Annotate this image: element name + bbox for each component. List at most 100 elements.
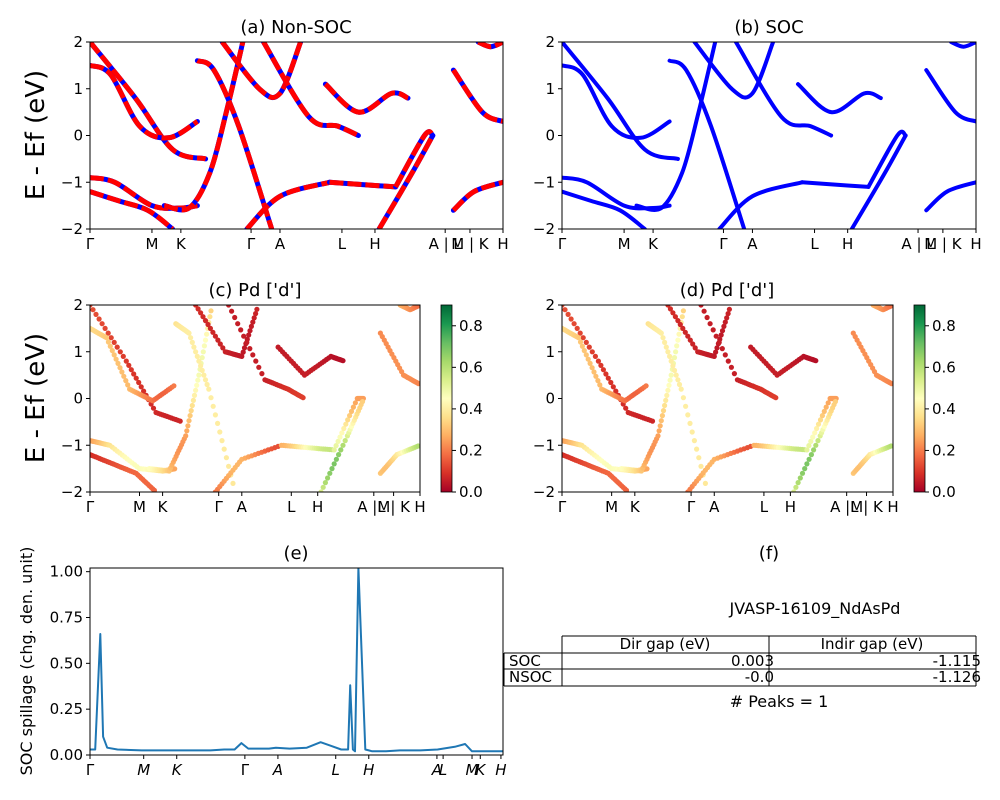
y-tick-label: 2 [545, 296, 555, 314]
table-footer: # Peaks = 1 [730, 692, 829, 711]
y-tick-label: 1 [73, 80, 83, 98]
projection-point [109, 348, 115, 354]
x-tick-label: K [630, 498, 641, 516]
projection-point [680, 395, 687, 401]
projection-point [171, 383, 177, 389]
projection-point [672, 314, 679, 320]
band-line-dashed [196, 58, 275, 229]
x-tick-label: Γ [687, 498, 696, 516]
panel-c-title: (c) Pd ['d'] [208, 280, 301, 301]
colorbar-tick-label: 0.4 [459, 400, 483, 418]
projection-point [698, 463, 704, 469]
y-tick-label: −2 [533, 220, 555, 238]
band-line [634, 42, 718, 212]
y-tick-label: −2 [61, 220, 83, 238]
panel-e-title: (e) [283, 543, 308, 564]
projection-point [680, 308, 687, 314]
x-tick-label: A |M [830, 498, 863, 516]
projection-point [815, 421, 822, 427]
projection-point [123, 378, 129, 384]
projection-point [815, 438, 821, 444]
projection-point [665, 349, 671, 355]
projection-point [336, 452, 342, 458]
projection-point [663, 397, 669, 403]
projection-point [120, 353, 126, 359]
y-tick-label: 0.50 [50, 654, 83, 672]
panel-a: (a) Non-SOC E - Ef (eV) 210−1−2Γ M K Γ A L H A … [21, 17, 509, 253]
x-tick-label: Γ [86, 498, 95, 516]
projection-point [93, 311, 99, 317]
projection-point [725, 358, 731, 364]
band-line [562, 175, 672, 211]
projection-point [690, 341, 696, 347]
band-line-dashed [163, 42, 246, 213]
y-tick-label: −1 [533, 173, 555, 191]
x-tick-label: M [133, 498, 146, 516]
table-header-indir-gap: Indir gap (eV) [821, 635, 924, 653]
projection-point [125, 382, 131, 388]
x-tick-label: Γ [558, 235, 567, 253]
projection-point [623, 405, 629, 411]
panel-d-projections [562, 305, 893, 492]
band-line [949, 42, 976, 49]
projection-point [338, 447, 344, 453]
projection-point [248, 323, 254, 329]
projection-point [589, 349, 595, 355]
projection-point [212, 412, 218, 418]
projection-point [825, 400, 831, 406]
projection-point [701, 308, 707, 314]
projection-point [340, 358, 346, 364]
projection-point [133, 375, 139, 381]
y-tick-label: 0 [73, 390, 83, 408]
projection-point [339, 430, 345, 436]
panel-b-frame [561, 41, 977, 230]
projection-point [804, 461, 810, 467]
projection-point [215, 420, 221, 426]
x-tick-label: H [970, 235, 981, 253]
projection-point [210, 403, 216, 409]
projection-point [90, 307, 96, 313]
projection-point [691, 438, 698, 444]
projection-point [832, 399, 839, 405]
projection-point [581, 348, 587, 354]
projection-point [724, 315, 730, 321]
projection-point [108, 335, 114, 341]
projection-point [667, 306, 674, 312]
panel-a-title: (a) Non-SOC [240, 17, 351, 38]
projection-point [183, 433, 189, 439]
x-tick-label: M [618, 235, 631, 253]
projection-point [219, 438, 225, 444]
projection-point [716, 339, 722, 345]
projection-point [568, 316, 574, 322]
band-line-dashed [90, 42, 207, 162]
panel-c-ylabel: E - Ef (eV) [21, 333, 51, 463]
projection-point [250, 352, 256, 358]
x-tick-label: M [466, 761, 479, 779]
x-tick-label: Γ [86, 761, 95, 779]
colorbar-tick-label: 0.0 [932, 483, 956, 501]
x-tick-label: H [363, 761, 374, 779]
table-row-label: NSOC [509, 668, 552, 686]
projection-point [692, 345, 698, 351]
projection-point [889, 381, 893, 387]
projection-point [202, 337, 209, 343]
projection-point [202, 318, 209, 324]
projection-point [253, 311, 259, 317]
projection-point [217, 429, 223, 435]
x-tick-label: M [145, 235, 158, 253]
x-tick-label: H [887, 498, 898, 516]
band-line [562, 189, 647, 229]
projection-point [325, 475, 331, 481]
projection-point [707, 321, 713, 327]
projection-point [208, 308, 214, 314]
projection-point [577, 330, 583, 336]
x-tick-label: H [414, 498, 425, 516]
projection-point [656, 428, 662, 434]
projection-point [215, 337, 221, 343]
colorbar-tick-label: 0.4 [932, 400, 956, 418]
projection-point [595, 378, 601, 384]
projection-point [320, 484, 326, 490]
projection-point [728, 364, 735, 370]
band-line [849, 133, 908, 229]
projection-point [791, 489, 797, 492]
